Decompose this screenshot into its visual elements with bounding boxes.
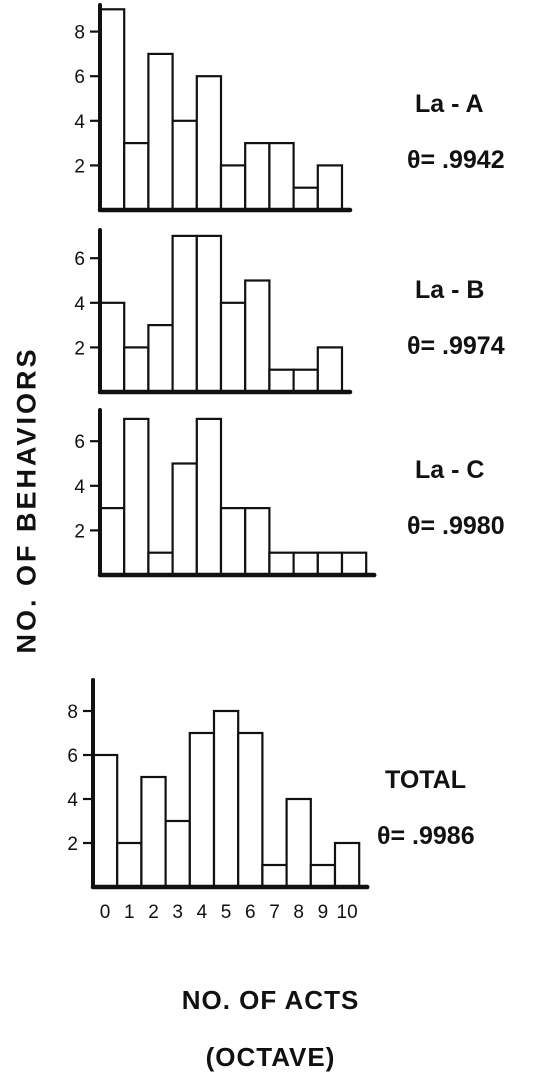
y-tick-label-p1-6: 6 [74,249,85,270]
bar-p2-1 [123,417,150,577]
x-tick-label-10: 10 [337,902,358,923]
bar-p3-4 [188,731,216,889]
bar-p0-5 [219,164,247,212]
x-tick-label-1: 1 [124,902,135,923]
y-tick-label-p2-2: 2 [74,521,85,542]
bar-p3-2 [140,775,167,889]
bar-p0-3 [171,119,198,212]
y-tick-label-p0-6: 6 [74,67,85,88]
x-tick-label-3: 3 [172,902,183,923]
y-tick-label-p0-4: 4 [74,112,85,133]
bar-p2-3 [171,462,198,577]
y-tick-label-p3-8: 8 [67,702,78,723]
bar-p3-9 [309,863,337,889]
bar-p1-4 [195,234,223,394]
bar-p1-5 [219,301,247,394]
bar-p1-0 [98,301,126,394]
bar-p0-8 [292,186,319,212]
bar-p1-6 [244,279,271,394]
y-tick-label-p0-2: 2 [74,156,85,177]
x-tick-label-4: 4 [197,902,208,923]
bar-p2-9 [316,551,344,577]
bar-p3-8 [285,797,312,889]
x-axis-sublabel: (OCTAVE) [205,1042,336,1072]
bar-p0-1 [123,142,150,212]
bar-p1-8 [292,368,319,394]
bar-p2-5 [219,507,247,577]
y-tick-label-p3-2: 2 [67,834,78,855]
bar-p3-6 [237,731,264,889]
x-axis-label: NO. OF ACTS [181,985,360,1015]
bar-p0-6 [244,142,271,212]
bar-p3-10 [333,841,361,889]
y-tick-label-p3-6: 6 [67,746,78,767]
panel-label-p1: La - B [415,276,484,304]
bar-p2-4 [195,417,223,577]
panel-theta-p3: θ= .9986 [377,822,475,850]
bar-p1-7 [268,368,295,394]
x-tick-label-0: 0 [100,902,111,923]
bar-p0-2 [147,52,174,212]
x-tick-label-5: 5 [221,902,232,923]
panel-theta-p0: θ= .9942 [407,146,505,174]
x-tick-label-6: 6 [245,902,256,923]
bar-p0-9 [316,164,344,212]
bar-p2-6 [244,507,271,577]
x-tick-label-7: 7 [269,902,280,923]
panel-label-p2: La - C [415,456,484,484]
bar-p1-3 [171,234,198,394]
bar-p2-7 [268,551,295,577]
bar-p3-3 [164,819,191,889]
y-tick-label-p0-8: 8 [74,23,85,44]
bar-p1-9 [316,346,344,394]
x-tick-label-9: 9 [318,902,329,923]
panel-theta-p2: θ= .9980 [407,512,505,540]
y-tick-label-p2-6: 6 [74,432,85,453]
y-axis-label-container: NO. OF BEHAVIORS [2,260,52,740]
y-tick-label-p1-2: 2 [74,338,85,359]
bar-p2-10 [340,551,368,577]
bar-p0-7 [268,142,295,212]
bar-p3-7 [261,863,288,889]
bar-p1-1 [123,346,150,394]
bar-p3-1 [116,841,143,889]
y-tick-label-p2-4: 4 [74,477,85,498]
bar-p2-8 [292,551,319,577]
bar-p1-2 [147,324,174,394]
bar-p2-2 [147,551,174,577]
x-tick-label-2: 2 [148,902,159,923]
bar-p2-0 [98,507,126,577]
bar-p0-0 [98,8,126,212]
panel-label-p3: TOTAL [385,766,466,794]
panel-label-p0: La - A [415,90,484,118]
x-tick-label-8: 8 [293,902,304,923]
bar-p3-0 [91,753,119,889]
bar-p0-4 [195,75,223,212]
bar-p3-5 [212,709,240,889]
y-tick-label-p3-4: 4 [67,790,78,811]
y-axis-label: NO. OF BEHAVIORS [11,346,42,654]
panel-theta-p1: θ= .9974 [407,332,505,360]
y-tick-label-p1-4: 4 [74,294,85,315]
